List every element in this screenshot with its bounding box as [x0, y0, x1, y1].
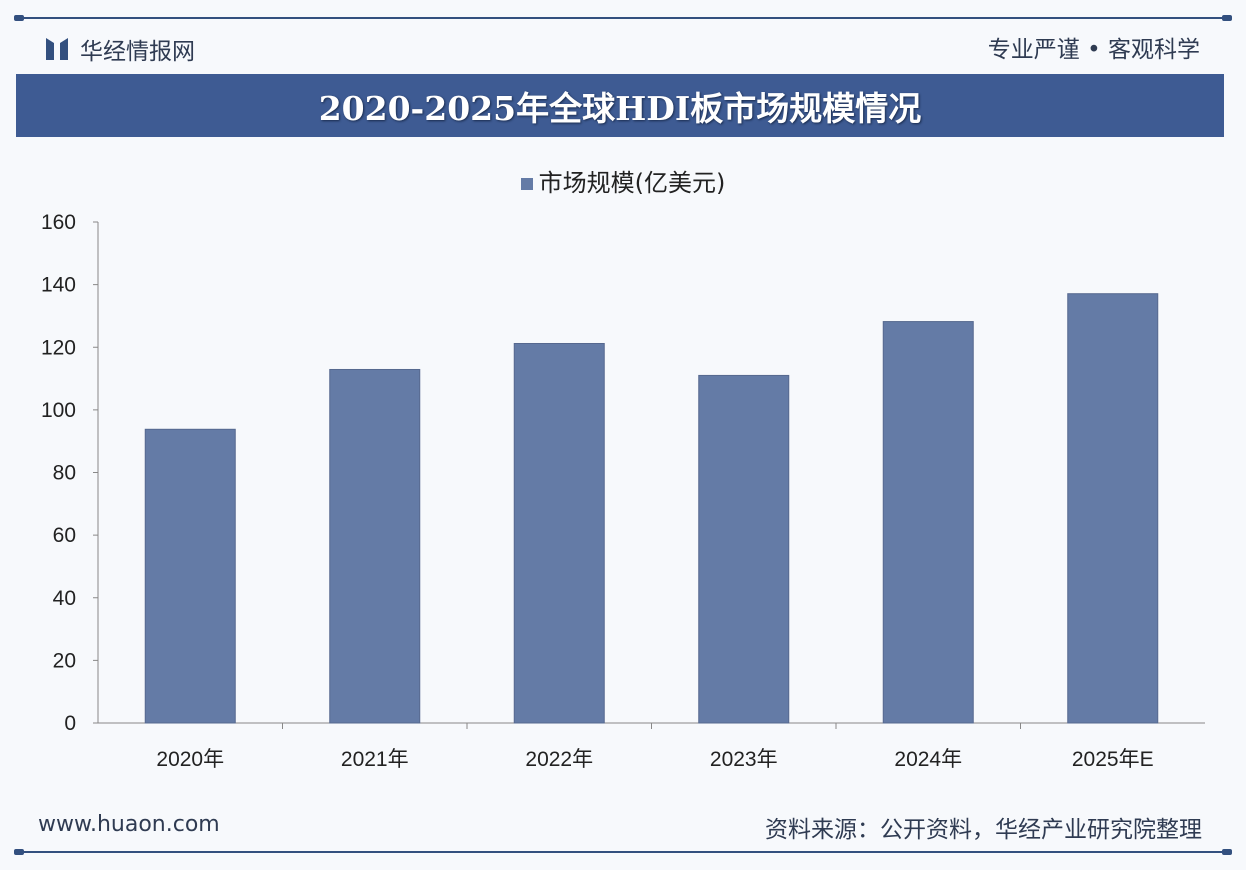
footer-url[interactable]: www.huaon.com — [38, 812, 220, 837]
source-note: 资料来源：公开资料，华经产业研究院整理 — [765, 817, 1202, 843]
bottom-divider — [14, 849, 1232, 855]
chart-title: 2020-2025年全球HDI板市场规模情况 — [16, 74, 1224, 137]
x-tick-label: 2023年 — [710, 748, 778, 771]
x-tick-label: 2022年 — [525, 748, 593, 771]
y-tick-label: 80 — [53, 462, 76, 485]
bar-2020年 — [144, 428, 236, 724]
x-tick-label: 2021年 — [341, 748, 409, 771]
y-tick-label: 140 — [41, 274, 76, 297]
bar-2022年 — [513, 342, 605, 724]
y-tick-label: 100 — [41, 399, 76, 422]
bar-2023年 — [698, 374, 790, 724]
x-tick-label: 2020年 — [156, 748, 224, 771]
brand-name: 华经情报网 — [80, 39, 195, 65]
legend-label: 市场规模(亿美元) — [538, 169, 726, 197]
y-tick-label: 20 — [53, 649, 76, 672]
y-tick-label: 0 — [64, 712, 76, 735]
bar-2025年E — [1067, 293, 1159, 724]
brand: 华经情报网 — [44, 32, 195, 66]
x-tick-label: 2025年E — [1072, 748, 1154, 771]
x-tick-label: 2024年 — [894, 748, 962, 771]
bar-2021年 — [329, 368, 421, 724]
legend: 市场规模(亿美元) — [0, 163, 1246, 198]
y-tick-label: 160 — [41, 211, 76, 234]
bar-2024年 — [882, 321, 974, 724]
brand-logo-icon — [46, 38, 68, 60]
y-tick-label: 120 — [41, 336, 76, 359]
y-tick-label: 60 — [53, 524, 76, 547]
y-tick-label: 40 — [53, 587, 76, 610]
legend-swatch — [520, 178, 533, 190]
top-divider — [14, 15, 1232, 21]
motto: 专业严谨 • 客观科学 — [987, 37, 1200, 63]
